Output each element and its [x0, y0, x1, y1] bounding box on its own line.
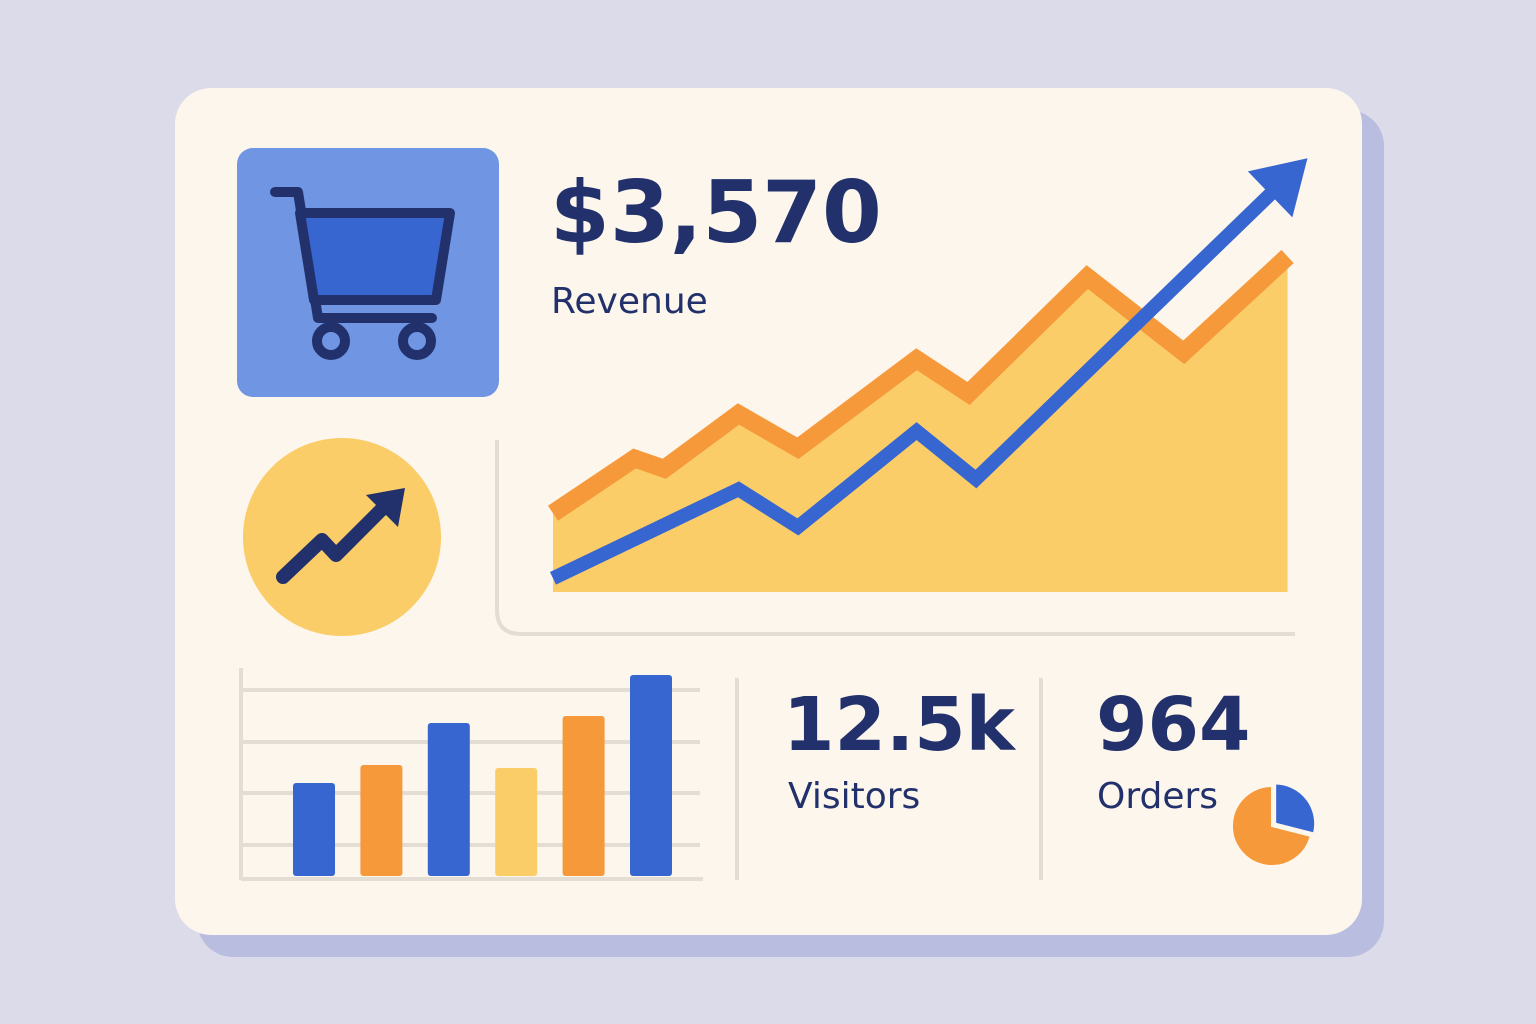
visitors-value: 12.5k: [783, 682, 1017, 768]
bar: [495, 768, 538, 876]
area-fill: [553, 256, 1288, 592]
cart-icon: [270, 187, 455, 360]
visitors-label: Visitors: [788, 776, 920, 817]
trend-line: [549, 179, 1286, 585]
trend-line: [547, 249, 1294, 521]
chart-frame: [495, 440, 1295, 636]
revenue-label: Revenue: [551, 281, 708, 322]
bar: [360, 765, 403, 876]
orders-value: 964: [1096, 682, 1250, 768]
bar: [562, 716, 605, 876]
pie-slice: [1230, 784, 1312, 867]
arrow-head: [1247, 158, 1308, 218]
trend-icon: [276, 488, 405, 584]
pie-slice: [1274, 782, 1317, 835]
orders-label: Orders: [1097, 776, 1218, 817]
bar: [630, 675, 672, 876]
bar: [293, 783, 335, 876]
revenue-value: $3,570: [550, 163, 882, 263]
trend-badge: [243, 438, 441, 636]
bar: [427, 723, 470, 876]
